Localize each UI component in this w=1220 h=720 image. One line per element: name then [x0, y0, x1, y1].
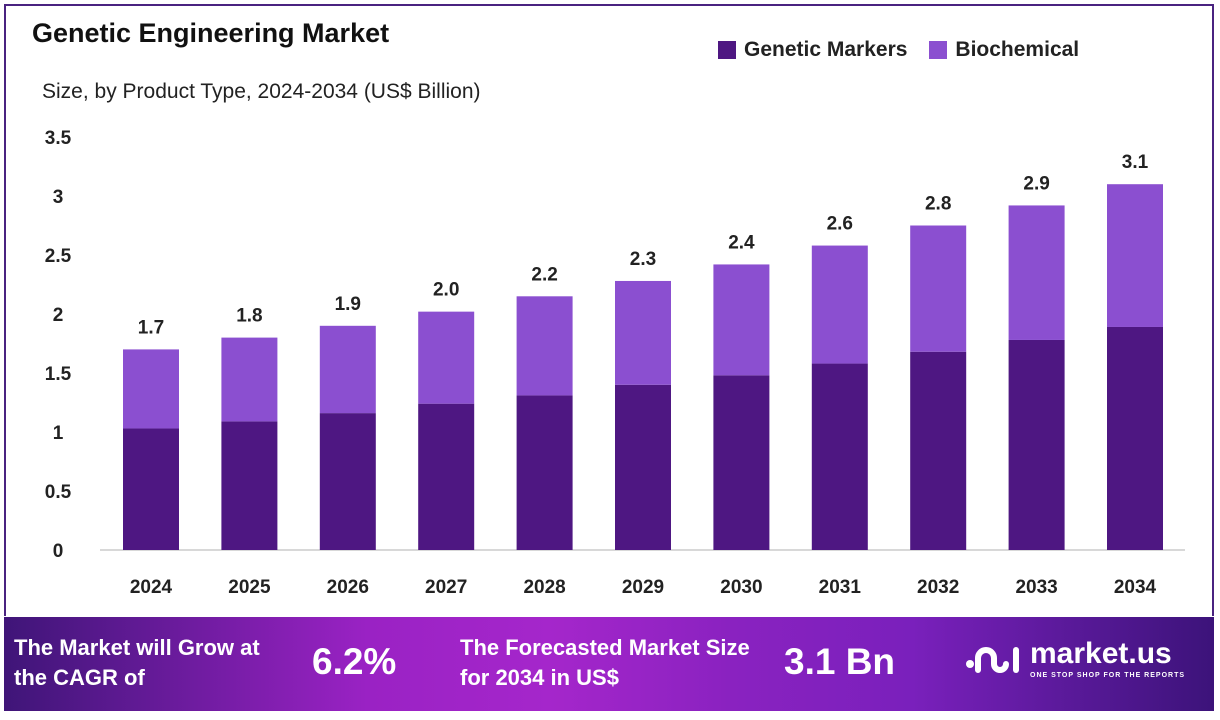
bar-biochemical	[418, 311, 475, 404]
x-tick-label: 2033	[1015, 577, 1057, 598]
total-data-label: 2.8	[925, 194, 951, 215]
x-tick-label: 2026	[327, 577, 369, 598]
total-data-label: 2.4	[728, 232, 755, 253]
legend: Genetic Markers Biochemical	[718, 38, 1079, 62]
chart-title: Genetic Engineering Market	[32, 18, 390, 48]
cagr-value: 6.2%	[312, 641, 397, 682]
legend-label: Biochemical	[955, 38, 1080, 61]
y-tick-label: 3	[53, 187, 64, 208]
y-tick-label: 1.5	[45, 364, 72, 385]
bar-genetic-markers	[713, 375, 770, 550]
bar-genetic-markers	[221, 421, 278, 550]
total-data-label: 2.9	[1023, 173, 1049, 194]
y-tick-label: 2.5	[45, 246, 72, 267]
legend-swatch	[929, 41, 948, 59]
x-tick-label: 2028	[523, 577, 565, 598]
logo-icon	[966, 647, 1019, 673]
total-data-label: 1.9	[335, 294, 361, 315]
x-tick-label: 2024	[130, 577, 173, 598]
bar-genetic-markers	[418, 403, 475, 550]
logo-name: market.us	[1030, 637, 1172, 670]
bar-genetic-markers	[1008, 339, 1065, 550]
bar-genetic-markers	[615, 384, 671, 550]
bar-genetic-markers	[123, 428, 179, 550]
summary-banner: The Market will Grow at the CAGR of 6.2%…	[4, 617, 1214, 711]
bar-genetic-markers	[1107, 326, 1163, 550]
bar-genetic-markers	[319, 413, 376, 550]
bar-biochemical	[910, 225, 967, 352]
y-tick-label: 3.5	[45, 128, 72, 149]
x-tick-label: 2029	[622, 577, 664, 598]
bar-genetic-markers	[910, 351, 967, 550]
x-tick-label: 2027	[425, 577, 467, 598]
chart-frame	[4, 4, 1214, 616]
legend-label: Genetic Markers	[744, 38, 908, 61]
x-tick-label: 2025	[228, 577, 271, 598]
x-tick-label: 2034	[1114, 577, 1157, 598]
total-data-label: 2.6	[827, 214, 853, 235]
cagr-text: The Market will Grow at the CAGR of	[14, 635, 260, 690]
total-data-label: 1.7	[138, 317, 164, 338]
total-data-label: 3.1	[1122, 152, 1149, 173]
bar-biochemical	[811, 245, 868, 364]
legend-item-genetic-markers: Genetic Markers	[718, 38, 907, 62]
bar-genetic-markers	[811, 363, 868, 550]
total-data-label: 2.0	[433, 280, 459, 301]
x-tick-label: 2031	[819, 577, 862, 598]
chart-subtitle: Size, by Product Type, 2024-2034 (US$ Bi…	[42, 80, 481, 103]
bar-biochemical	[1107, 184, 1163, 327]
x-tick-label: 2032	[917, 577, 959, 598]
y-tick-label: 0.5	[45, 482, 72, 503]
total-data-label: 1.8	[236, 306, 262, 327]
market-us-logo: market.us ONE STOP SHOP FOR THE REPORTS	[964, 637, 1185, 681]
y-tick-label: 2	[53, 305, 64, 326]
forecast-value: 3.1 Bn	[784, 641, 896, 682]
legend-item-biochemical: Biochemical	[929, 38, 1079, 62]
y-tick-label: 1	[53, 423, 64, 444]
legend-swatch	[718, 41, 736, 59]
bar-biochemical	[1008, 205, 1065, 340]
bar-biochemical	[713, 264, 770, 376]
bar-genetic-markers	[516, 395, 573, 550]
bar-biochemical	[615, 280, 671, 385]
logo-tagline: ONE STOP SHOP FOR THE REPORTS	[1030, 672, 1186, 679]
x-tick-label: 2030	[720, 577, 762, 598]
bar-biochemical	[221, 337, 278, 422]
bar-biochemical	[319, 325, 376, 414]
bar-biochemical	[123, 349, 179, 429]
forecast-text: The Forecasted Market Size for 2034 in U…	[460, 635, 750, 690]
total-data-label: 2.2	[531, 264, 557, 285]
bar-chart: 0 0.5 1 1.5 2 2.5 3 3.5 1.7 2024 1.8 2025 1.9 2026 2.0…	[45, 128, 1185, 598]
y-tick-label: 0	[53, 541, 64, 562]
total-data-label: 2.3	[630, 249, 656, 270]
bar-biochemical	[516, 296, 573, 396]
